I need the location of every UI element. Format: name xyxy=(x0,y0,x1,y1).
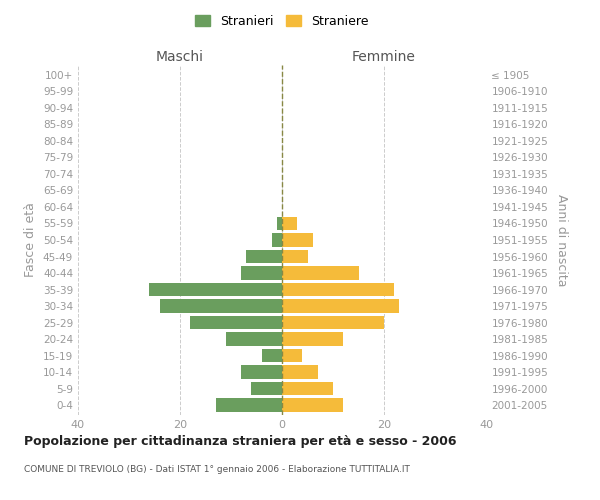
Legend: Stranieri, Straniere: Stranieri, Straniere xyxy=(191,11,373,32)
Bar xyxy=(282,300,400,312)
Bar xyxy=(277,217,282,230)
Text: Maschi: Maschi xyxy=(156,50,204,64)
Bar xyxy=(246,250,282,263)
Bar xyxy=(282,234,313,246)
Bar xyxy=(282,349,302,362)
Text: Popolazione per cittadinanza straniera per età e sesso - 2006: Popolazione per cittadinanza straniera p… xyxy=(24,435,457,448)
Bar xyxy=(251,382,282,395)
Bar xyxy=(282,366,318,378)
Bar xyxy=(282,332,343,345)
Text: Femmine: Femmine xyxy=(352,50,416,64)
Text: COMUNE DI TREVIOLO (BG) - Dati ISTAT 1° gennaio 2006 - Elaborazione TUTTITALIA.I: COMUNE DI TREVIOLO (BG) - Dati ISTAT 1° … xyxy=(24,465,410,474)
Bar xyxy=(160,300,282,312)
Bar xyxy=(282,266,359,280)
Bar xyxy=(272,234,282,246)
Bar xyxy=(282,316,384,329)
Bar xyxy=(282,217,298,230)
Bar xyxy=(282,382,333,395)
Bar xyxy=(226,332,282,345)
Bar xyxy=(262,349,282,362)
Bar xyxy=(282,283,394,296)
Y-axis label: Fasce di età: Fasce di età xyxy=(25,202,37,278)
Bar xyxy=(190,316,282,329)
Y-axis label: Anni di nascita: Anni di nascita xyxy=(554,194,568,286)
Bar xyxy=(282,398,343,411)
Bar xyxy=(241,266,282,280)
Bar xyxy=(149,283,282,296)
Bar xyxy=(241,366,282,378)
Bar xyxy=(216,398,282,411)
Bar xyxy=(282,250,308,263)
